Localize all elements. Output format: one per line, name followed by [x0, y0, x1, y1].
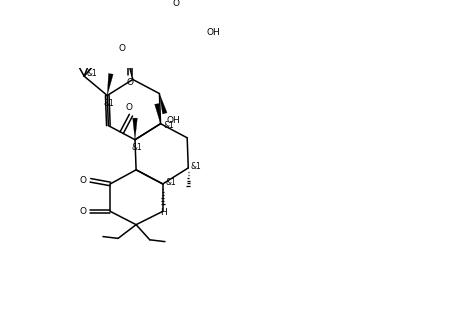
Text: O: O [172, 0, 179, 8]
Text: O: O [126, 103, 133, 112]
Text: &1: &1 [87, 69, 98, 78]
Text: &1: &1 [165, 178, 176, 187]
Text: O: O [79, 207, 87, 216]
Text: OH: OH [206, 28, 220, 37]
Text: &1: &1 [163, 121, 174, 130]
Polygon shape [107, 73, 113, 95]
Text: &1: &1 [104, 99, 114, 108]
Text: OH: OH [167, 116, 180, 125]
Text: &1: &1 [131, 143, 142, 152]
Text: O: O [79, 176, 87, 185]
Polygon shape [159, 94, 167, 114]
Text: O: O [127, 78, 133, 87]
Text: O: O [119, 44, 126, 53]
Text: H: H [160, 208, 167, 217]
Text: &1: &1 [191, 162, 201, 171]
Polygon shape [155, 103, 160, 124]
Polygon shape [133, 118, 138, 140]
